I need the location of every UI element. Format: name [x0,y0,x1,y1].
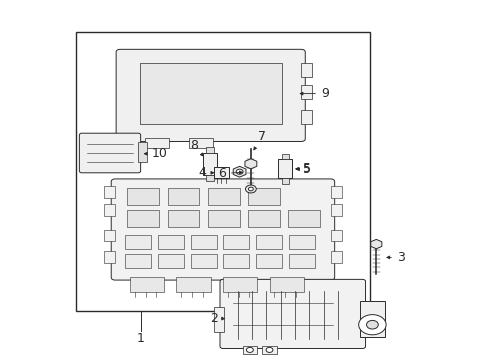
Bar [191,235,217,249]
Bar [104,251,115,263]
Bar [208,188,240,205]
Bar [301,110,312,124]
Bar [282,154,289,159]
Text: 2: 2 [210,312,224,325]
Bar [127,210,159,227]
Polygon shape [371,239,382,249]
Bar [331,186,342,198]
FancyBboxPatch shape [220,279,366,348]
Text: 7: 7 [254,130,266,150]
Bar [191,254,217,268]
Bar [248,210,280,227]
Text: 5: 5 [296,162,311,175]
Circle shape [367,320,378,329]
Bar [130,277,164,292]
Circle shape [248,187,253,191]
Polygon shape [245,159,257,169]
Bar [288,210,320,227]
Text: 8: 8 [190,139,203,156]
Bar [206,147,214,153]
Circle shape [266,347,273,352]
Bar [262,346,277,354]
Bar [203,153,217,175]
Bar [206,175,214,181]
Bar [158,235,184,249]
Bar [223,277,257,292]
Bar [301,85,312,99]
Bar [289,235,315,249]
Bar [256,235,282,249]
Bar [243,346,257,354]
Bar [140,63,282,124]
Bar [214,167,229,178]
Bar [168,210,199,227]
Bar [278,159,292,178]
Bar [223,254,249,268]
Text: 4: 4 [198,166,214,179]
Bar [248,188,280,205]
Bar [104,186,115,198]
Bar [208,210,240,227]
Bar [331,230,342,241]
Bar [301,63,312,77]
Bar [158,254,184,268]
FancyBboxPatch shape [116,49,305,141]
Circle shape [246,347,253,352]
Bar [331,251,342,263]
Bar [214,307,224,332]
Bar [189,138,213,148]
Polygon shape [233,166,246,177]
Bar [168,188,199,205]
Bar [360,301,385,337]
Circle shape [236,169,243,174]
Bar [331,204,342,216]
FancyBboxPatch shape [111,179,335,280]
Bar [125,235,151,249]
Bar [256,254,282,268]
Bar [104,204,115,216]
Text: 3: 3 [387,251,405,264]
Text: 5: 5 [296,163,311,176]
Bar [145,138,169,148]
Bar [76,32,370,311]
Bar [223,235,249,249]
Circle shape [245,185,256,193]
Bar [270,277,304,292]
Bar [289,254,315,268]
Bar [138,142,147,162]
Bar [127,188,159,205]
Text: 9: 9 [300,87,329,100]
Bar [176,277,211,292]
Text: 1: 1 [137,332,145,345]
FancyBboxPatch shape [79,133,141,173]
Text: 10: 10 [145,147,168,160]
Bar [104,230,115,241]
Bar [125,254,151,268]
Text: 6: 6 [218,167,242,180]
Bar [282,178,289,184]
Circle shape [359,315,386,335]
